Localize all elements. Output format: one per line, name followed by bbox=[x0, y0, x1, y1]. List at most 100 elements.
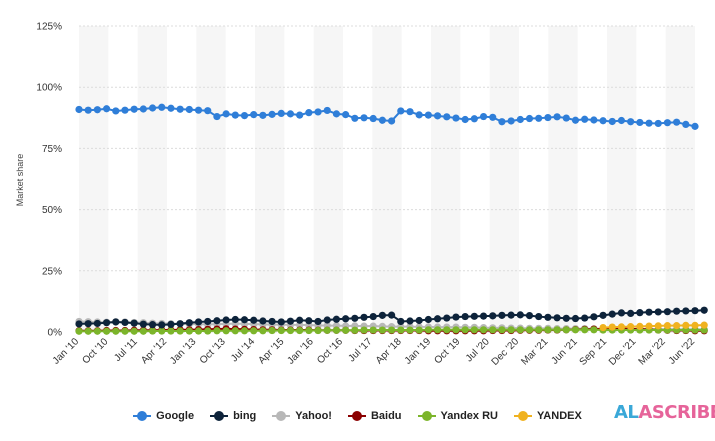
data-point bbox=[691, 122, 699, 130]
legend-item[interactable]: Yahoo! bbox=[272, 410, 332, 422]
data-point bbox=[185, 327, 193, 335]
data-point bbox=[296, 111, 304, 119]
x-tick-label: Jul '14 bbox=[229, 336, 257, 364]
data-point bbox=[553, 314, 561, 322]
data-point bbox=[424, 315, 432, 324]
data-point bbox=[470, 312, 478, 320]
x-tick-label: Oct '19 bbox=[432, 336, 462, 366]
data-point bbox=[590, 313, 598, 321]
legend-marker bbox=[210, 411, 229, 421]
data-point bbox=[507, 326, 515, 334]
legend-label: Baidu bbox=[370, 410, 402, 422]
data-point bbox=[130, 319, 138, 327]
data-point bbox=[415, 111, 423, 119]
data-point bbox=[351, 326, 359, 334]
data-point bbox=[627, 323, 635, 331]
plot-band bbox=[607, 26, 637, 332]
data-point bbox=[323, 316, 331, 324]
data-point bbox=[314, 108, 322, 116]
data-point bbox=[479, 312, 488, 320]
data-point bbox=[627, 118, 635, 126]
x-tick-label: Oct '10 bbox=[80, 336, 110, 366]
data-point bbox=[571, 314, 580, 323]
x-tick-label: Apr '15 bbox=[256, 336, 286, 366]
data-point bbox=[663, 308, 672, 316]
data-point bbox=[148, 104, 157, 112]
data-point bbox=[369, 312, 377, 321]
data-point bbox=[250, 111, 258, 119]
data-point bbox=[268, 326, 276, 335]
data-point bbox=[185, 319, 193, 327]
data-point bbox=[507, 117, 515, 125]
plot-band bbox=[79, 26, 109, 332]
data-point bbox=[323, 326, 331, 334]
data-point bbox=[663, 119, 672, 127]
data-point bbox=[121, 327, 129, 335]
data-point bbox=[397, 107, 405, 115]
data-point bbox=[75, 105, 83, 114]
data-point bbox=[378, 326, 387, 334]
data-point bbox=[277, 318, 285, 326]
data-point bbox=[608, 310, 616, 318]
data-point bbox=[516, 115, 524, 124]
data-point bbox=[194, 106, 203, 114]
data-point bbox=[351, 114, 359, 122]
legend-item[interactable]: Baidu bbox=[347, 410, 402, 422]
data-point bbox=[645, 308, 653, 316]
data-point bbox=[213, 112, 221, 121]
data-point bbox=[636, 309, 644, 317]
plot-band bbox=[196, 26, 226, 332]
x-tick-label: Jul '11 bbox=[112, 336, 140, 364]
data-point bbox=[617, 116, 626, 125]
data-point bbox=[121, 318, 129, 327]
data-point bbox=[259, 317, 267, 325]
data-point bbox=[461, 312, 469, 321]
data-point bbox=[636, 322, 644, 330]
data-point bbox=[406, 317, 414, 325]
data-point bbox=[387, 117, 396, 125]
data-point bbox=[84, 320, 92, 328]
data-point bbox=[581, 115, 589, 123]
data-point bbox=[231, 111, 239, 119]
data-point bbox=[608, 117, 616, 126]
data-point bbox=[479, 112, 488, 121]
data-point bbox=[544, 326, 552, 334]
legend-item[interactable]: Yandex RU bbox=[417, 410, 498, 422]
data-point bbox=[378, 116, 387, 124]
data-point bbox=[158, 327, 166, 335]
data-point bbox=[342, 326, 350, 334]
data-point bbox=[93, 319, 101, 328]
data-point bbox=[415, 326, 423, 334]
data-point bbox=[112, 327, 120, 335]
data-point bbox=[461, 115, 469, 124]
data-point bbox=[130, 327, 138, 335]
series-google bbox=[75, 103, 699, 130]
data-point bbox=[250, 327, 258, 335]
data-point bbox=[562, 326, 570, 334]
data-point bbox=[222, 316, 230, 324]
data-point bbox=[571, 326, 580, 334]
data-point bbox=[553, 326, 561, 334]
data-point bbox=[654, 322, 662, 330]
data-point bbox=[433, 315, 442, 323]
y-tick-label: 0% bbox=[48, 328, 63, 339]
legend-item[interactable]: bing bbox=[210, 410, 256, 422]
legend-marker bbox=[417, 411, 436, 421]
data-point bbox=[102, 105, 111, 113]
data-point bbox=[571, 116, 580, 124]
data-point bbox=[369, 114, 377, 123]
data-point bbox=[213, 317, 221, 325]
legend-marker bbox=[133, 411, 152, 421]
x-tick-label: Apr '18 bbox=[374, 336, 404, 366]
data-point bbox=[452, 326, 460, 334]
data-point bbox=[387, 311, 396, 319]
legend-item[interactable]: Google bbox=[133, 410, 194, 422]
data-point bbox=[112, 318, 120, 326]
data-point bbox=[516, 326, 524, 334]
data-point bbox=[112, 107, 120, 115]
data-point bbox=[204, 327, 212, 335]
data-point bbox=[617, 309, 626, 317]
legend-item[interactable]: YANDEX bbox=[513, 410, 582, 422]
data-point bbox=[590, 326, 598, 334]
